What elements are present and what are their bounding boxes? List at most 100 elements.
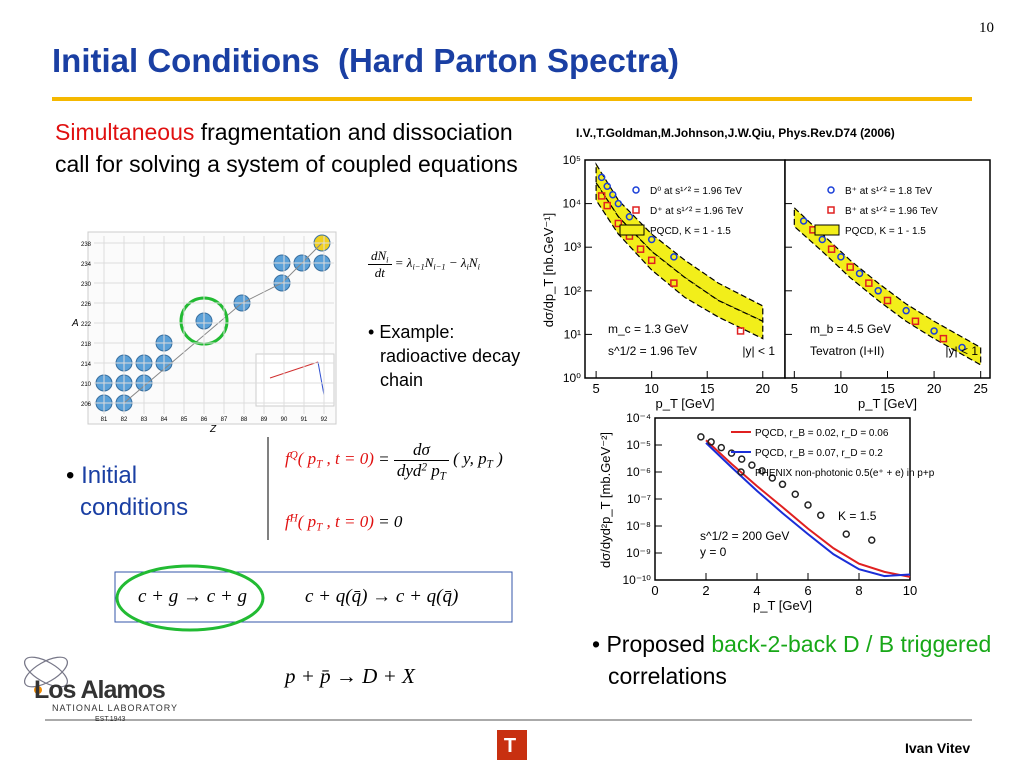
inset-arrow [317, 361, 325, 396]
annotation: m_c = 1.3 GeV [608, 322, 688, 336]
annotation: Tevatron (I+II) [810, 344, 884, 358]
x-tick-label: 15 [880, 381, 894, 396]
point [697, 433, 705, 441]
slide-title: Initial Conditions (Hard Parton Spectra) [52, 42, 680, 79]
x-tick-label: 25 [973, 381, 987, 396]
annotation: |y| < 1 [945, 344, 978, 358]
point [958, 343, 966, 352]
x-tick-label: 4 [753, 583, 760, 598]
intro: Simultaneous fragmentation and dissociat… [55, 116, 525, 180]
annotation: K = 1.5 [838, 509, 877, 523]
point [748, 461, 756, 469]
y-tick-label: 10⁻⁴ [626, 411, 651, 425]
decay-equation: dNi dt = λi−1Ni−1 − λiNi [368, 248, 480, 281]
point [868, 536, 876, 544]
point [603, 201, 611, 210]
legend-swatch [619, 224, 645, 236]
legend-label: PQCD, r_B = 0.02, r_D = 0.06 [755, 428, 889, 439]
y-axis-label: dσ/dp_T [nb.GeV⁻¹] [541, 213, 556, 327]
point [874, 287, 882, 295]
legend-label: D⁺ at s¹ᐟ² = 1.96 TeV [650, 206, 743, 217]
example: • Example: radioactive decay chain [368, 322, 521, 390]
equation-part: fH( pT , t = 0) [285, 512, 374, 533]
proposed-lead: Proposed [606, 631, 705, 657]
y-axis-label: A [71, 318, 79, 329]
point [736, 327, 745, 335]
legend-label: PQCD, K = 1 - 1.5 [845, 226, 926, 237]
y-tick-label: 10⁵ [563, 153, 581, 167]
proposed: • Proposed back-2-back D / B triggered c… [592, 631, 992, 689]
equation-text: T [439, 470, 446, 483]
page-number: 10 [979, 20, 994, 36]
equation-text: H [289, 512, 298, 525]
plot-frame [654, 417, 911, 581]
equation-text: Q [289, 449, 298, 462]
x-tick-label: 91 [301, 417, 308, 423]
point [799, 217, 808, 225]
x-tick-label: 86 [201, 417, 208, 423]
point [791, 490, 799, 498]
equation-part: = 0 [374, 512, 402, 531]
legend-label: PHENIX non-photonic 0.5(e⁺ + e) in p+p [755, 468, 935, 479]
y-tick-label: 10⁻⁵ [626, 438, 651, 452]
equation-text: dyd [396, 461, 422, 480]
annotation: s^1/2 = 200 GeV [700, 529, 789, 543]
point [865, 279, 873, 287]
point [818, 235, 827, 244]
point [609, 190, 617, 199]
point [597, 192, 606, 200]
equation-text: i−1 [433, 262, 446, 273]
equation-part: fQ( pT , t = 0) [285, 449, 374, 470]
band [793, 206, 982, 366]
equation-text: f [285, 512, 290, 531]
x-axis-label: Z [209, 424, 217, 435]
division-logo [497, 730, 527, 760]
y-tick-label: 214 [81, 362, 92, 368]
equation-text: i [386, 254, 389, 265]
legend-swatch [827, 186, 835, 194]
process-2: c + q(q̄) → c + q(q̄) [305, 586, 459, 607]
x-tick-label: 8 [855, 583, 862, 598]
point [804, 501, 812, 509]
x-tick-label: 20 [927, 381, 941, 396]
point [930, 327, 938, 335]
equation-text: i [466, 262, 469, 273]
equation-text: T [486, 458, 493, 471]
equation-text: i [477, 262, 480, 273]
x-tick-label: 5 [791, 381, 798, 396]
legend-swatch [632, 186, 640, 194]
y-tick-label: 10⁻⁶ [626, 465, 651, 479]
equation-text: dσ [412, 440, 430, 459]
x-tick-label: 20 [756, 381, 770, 396]
inset-arrow [269, 361, 319, 379]
initial-text: Initial conditions [80, 462, 189, 521]
y-tick-label: 210 [81, 382, 92, 388]
equation-part: dNi [368, 248, 392, 265]
legend-label: PQCD, r_B = 0.07, r_D = 0.2 [755, 448, 883, 459]
x-tick-label: 82 [121, 417, 128, 423]
x-axis-label: p_T [GeV] [753, 598, 812, 613]
point [670, 279, 678, 287]
equation-text: ( p [297, 512, 317, 531]
equation-text: ( p [297, 449, 317, 469]
y-tick-label: 234 [81, 262, 92, 268]
x-tick-label: 92 [321, 417, 328, 423]
x-axis-label: p_T [GeV] [858, 396, 917, 411]
x-tick-label: 0 [651, 583, 658, 598]
x-tick-label: 5 [592, 381, 599, 396]
example-text: Example: radioactive decay chain [379, 322, 521, 390]
y-tick-label: 10⁻¹⁰ [623, 573, 652, 587]
legend-swatch [737, 468, 745, 476]
y-tick-label: 10⁻⁸ [626, 519, 651, 533]
y-tick-label: 10⁻⁹ [626, 546, 651, 560]
y-tick-label: 10⁻⁷ [627, 492, 651, 506]
x-tick-label: 84 [161, 417, 168, 423]
process-box [114, 571, 513, 623]
legend-label: D⁰ at s¹ᐟ² = 1.96 TeV [650, 186, 742, 197]
annotation: |y| < 1 [742, 344, 775, 358]
reference: I.V.,T.Goldman,M.Johnson,J.W.Qiu, Phys.R… [576, 126, 895, 140]
point [827, 245, 836, 253]
y-tick-label: 218 [81, 342, 92, 348]
point [614, 199, 623, 208]
